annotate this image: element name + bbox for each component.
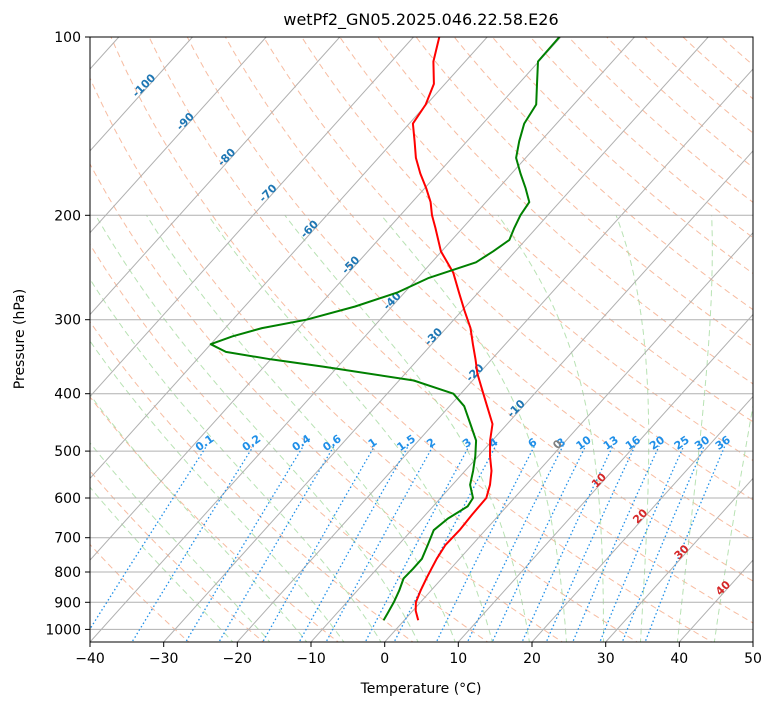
y-tick-label: 1000: [45, 622, 81, 638]
x-axis-label: Temperature (°C): [360, 681, 482, 697]
y-axis-label: Pressure (hPa): [12, 289, 28, 389]
x-tick-label: −40: [75, 651, 105, 667]
y-tick-label: 800: [54, 565, 81, 581]
x-tick-label: 50: [744, 651, 762, 667]
y-tick-label: 200: [54, 208, 81, 224]
y-tick-label: 300: [54, 313, 81, 329]
y-tick-label: 700: [54, 531, 81, 547]
chart-title: wetPf2_GN05.2025.046.22.58.E26: [283, 10, 558, 30]
y-tick-label: 900: [54, 595, 81, 611]
y-tick-label: 100: [54, 30, 81, 46]
x-tick-label: 30: [597, 651, 615, 667]
y-tick-label: 500: [54, 444, 81, 460]
x-tick-label: 10: [449, 651, 467, 667]
x-tick-label: −20: [223, 651, 253, 667]
x-tick-label: −10: [296, 651, 326, 667]
x-tick-label: −30: [149, 651, 179, 667]
y-tick-label: 400: [54, 387, 81, 403]
x-tick-label: 20: [523, 651, 541, 667]
x-tick-label: 40: [670, 651, 688, 667]
y-tick-label: 600: [54, 491, 81, 507]
x-tick-label: 0: [380, 651, 389, 667]
